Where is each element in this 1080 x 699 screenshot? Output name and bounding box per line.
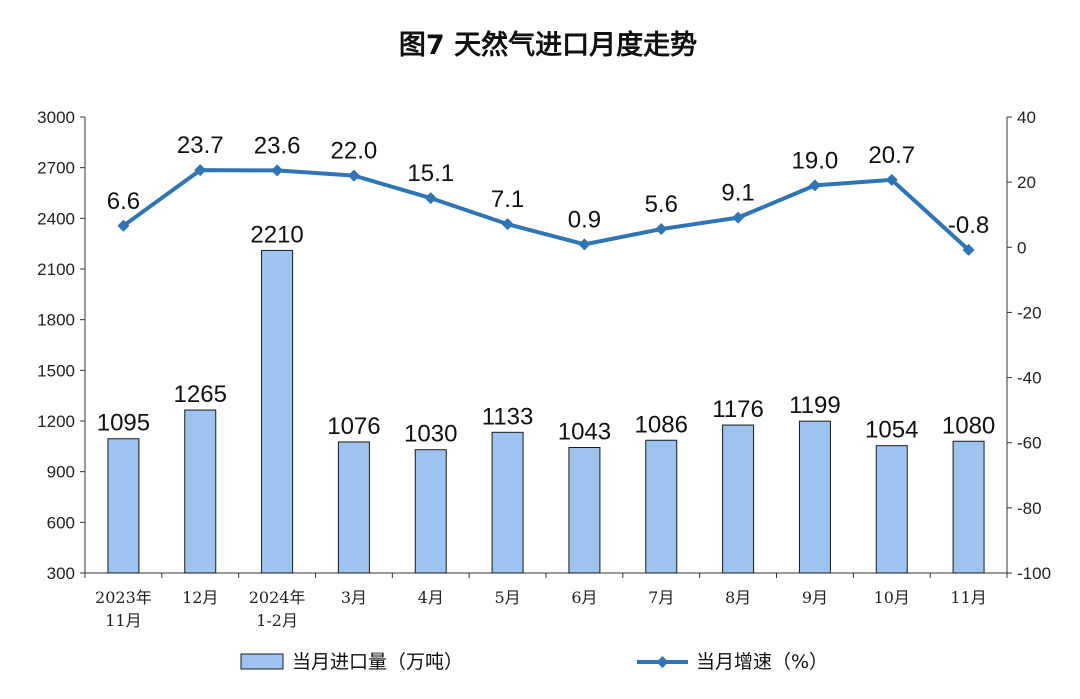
y-left-tick-label: 300: [47, 564, 75, 583]
y-right-tick-label: -80: [1017, 499, 1042, 518]
bars-layer: [107, 249, 985, 574]
y-left-tick-label: 900: [47, 463, 75, 482]
y-right-tick-label: -100: [1017, 564, 1051, 583]
bar-data-label: 1086: [635, 411, 688, 438]
x-tick-label: 1-2月: [256, 611, 298, 630]
x-tick-label: 4月: [418, 588, 444, 607]
bar: [722, 424, 755, 574]
line-data-label: 7.1: [491, 186, 524, 213]
line-point: [194, 164, 207, 177]
line-point: [885, 173, 898, 186]
y-left-tick-label: 2100: [37, 260, 75, 279]
bar: [952, 440, 985, 574]
x-tick-label: 2023年: [95, 588, 152, 607]
bar: [184, 409, 217, 574]
bar-data-label: 1265: [174, 381, 227, 408]
line-data-label: 6.6: [107, 188, 140, 215]
legend-bar-swatch: [240, 653, 284, 670]
bar: [875, 445, 908, 574]
y-left-tick-label: 1800: [37, 311, 75, 330]
chart-title: 图7 天然气进口月度走势: [399, 29, 697, 61]
bar-data-label: 1176: [712, 396, 764, 423]
bar: [107, 438, 140, 574]
bar: [337, 441, 370, 574]
line-point: [808, 179, 821, 192]
bar-data-label: 1076: [327, 413, 380, 440]
bar-data-label: 1054: [865, 417, 918, 444]
line-data-label: 19.0: [792, 147, 839, 174]
line-data-label: 9.1: [721, 180, 754, 207]
axes-layer: 300 600 900 1200 1500 1800 2100 2400 2700 3000 -10…: [37, 108, 1051, 630]
bar: [798, 420, 831, 574]
bar-data-label: 2210: [250, 221, 303, 248]
labels-layer: 1095 1265 2210 1076 1030 1133 1043 1086 1176 1199…: [97, 132, 996, 448]
bar-data-label: 1199: [789, 392, 841, 419]
x-tick-label: 10月: [874, 588, 910, 607]
x-tick-label: 11月: [950, 588, 986, 607]
x-tick-label: 11月: [105, 611, 141, 630]
y-right-tick-label: 40: [1017, 108, 1036, 127]
y-right-tick-label: -20: [1017, 303, 1042, 322]
line-data-label: -0.8: [948, 212, 989, 239]
line-point: [962, 243, 975, 256]
bar: [414, 449, 447, 574]
line-data-label: 0.9: [568, 206, 601, 233]
legend-bar-label: 当月进口量（万吨）: [292, 651, 463, 673]
x-tick-label: 9月: [802, 588, 828, 607]
line-point: [271, 164, 284, 177]
y-left-tick-label: 2400: [37, 209, 75, 228]
y-right-tick-label: 20: [1017, 173, 1036, 192]
x-tick-label: 6月: [571, 588, 597, 607]
bar: [645, 439, 678, 574]
legend-line-marker: [656, 656, 669, 668]
line-layer: [117, 164, 975, 256]
x-tick-label: 7月: [648, 588, 674, 607]
bar: [491, 431, 524, 574]
y-left-tick-label: 1500: [37, 361, 75, 380]
line-data-label: 22.0: [331, 138, 378, 165]
bar-data-label: 1133: [482, 403, 534, 430]
line-point: [347, 169, 360, 182]
x-tick-label: 12月: [182, 588, 218, 607]
line-data-label: 23.7: [177, 132, 224, 159]
bar-data-label: 1043: [558, 419, 611, 446]
line-data-label: 23.6: [254, 132, 301, 159]
line-point: [655, 223, 668, 236]
y-right-tick-label: 0: [1017, 238, 1026, 257]
bar-data-label: 1030: [404, 421, 457, 448]
line-point: [501, 218, 514, 231]
line-point: [117, 219, 130, 232]
legend-line-label: 当月增速（%）: [696, 651, 828, 673]
series-line: [122, 168, 970, 252]
y-right-tick-label: -60: [1017, 434, 1042, 453]
line-point: [578, 238, 591, 251]
x-tick-label: 2024年: [249, 588, 306, 607]
line-point: [732, 211, 745, 224]
y-left-tick-label: 600: [47, 513, 75, 532]
x-tick-label: 5月: [494, 588, 520, 607]
y-right-tick-label: -40: [1017, 369, 1042, 388]
line-data-label: 20.7: [868, 142, 915, 169]
x-tick-label: 8月: [725, 588, 751, 607]
line-point: [424, 192, 437, 205]
bar-data-label: 1095: [97, 410, 150, 437]
y-left-tick-label: 3000: [37, 108, 75, 127]
line-data-label: 5.6: [645, 191, 678, 218]
bar: [261, 249, 294, 574]
bar-data-label: 1080: [942, 412, 995, 439]
bar: [568, 447, 601, 574]
y-left-tick-label: 2700: [37, 159, 75, 178]
line-data-label: 15.1: [407, 160, 454, 187]
legend: 当月进口量（万吨） 当月增速（%）: [240, 651, 828, 673]
x-tick-label: 3月: [341, 588, 367, 607]
y-left-tick-label: 1200: [37, 412, 75, 431]
